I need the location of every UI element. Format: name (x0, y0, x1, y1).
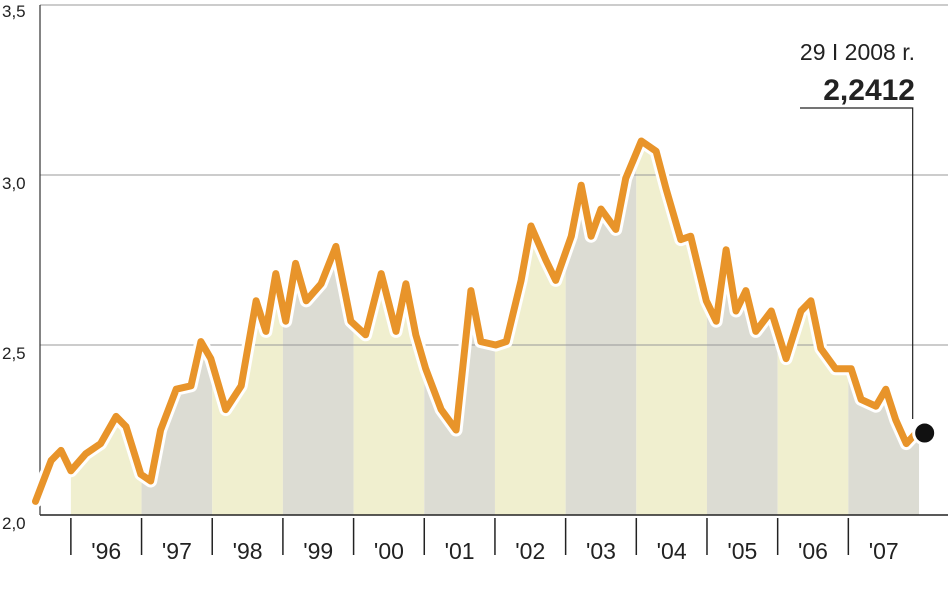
leader-line (800, 107, 914, 419)
x-tick-label: '99 (303, 538, 333, 564)
annotation-date: 29 I 2008 r. (800, 39, 915, 65)
band-group (70, 141, 920, 515)
end-point (912, 420, 938, 446)
x-tick-label: '96 (91, 538, 121, 564)
y-tick-label: 2,5 (2, 344, 26, 363)
x-tick-label: '05 (727, 538, 757, 564)
x-tick-label: '98 (233, 538, 263, 564)
year-band (565, 141, 637, 515)
year-band (706, 141, 778, 515)
year-band (353, 141, 425, 515)
x-tick-label: '07 (869, 538, 899, 564)
y-tick-label: 3,0 (2, 174, 26, 193)
year-band (424, 141, 495, 515)
line (32, 137, 929, 505)
x-tick-label: '00 (374, 538, 404, 564)
x-tick-label: '06 (798, 538, 828, 564)
value-label: 2,2412 (823, 74, 915, 107)
x-tick-label: '04 (657, 538, 687, 564)
x-tick-label: '02 (515, 538, 545, 564)
x-tick-label: '97 (162, 538, 192, 564)
y-tick-label: 2,0 (2, 514, 26, 533)
y-tick-label: 3,5 (2, 2, 26, 21)
year-band (141, 141, 213, 515)
year-band (212, 141, 283, 515)
x-tick-label: '01 (445, 538, 475, 564)
x-tick-label: '03 (586, 538, 616, 564)
foreground: 2,0 2,5 3,0 3,5 '96 '97 '98 '99 '00 '01 '02 '03 '04 '… (2, 2, 948, 564)
